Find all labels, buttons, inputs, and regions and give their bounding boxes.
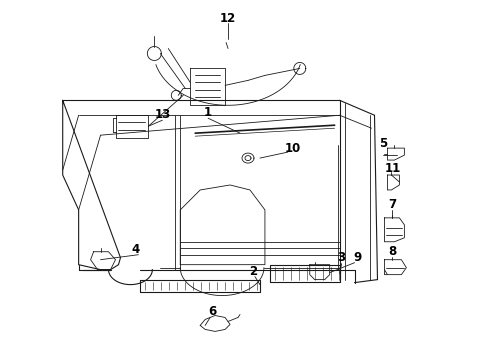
Text: 11: 11 [384, 162, 400, 175]
Text: 10: 10 [285, 141, 301, 155]
Text: 3: 3 [338, 251, 345, 264]
Text: 2: 2 [249, 265, 257, 278]
Text: 9: 9 [353, 251, 362, 264]
Text: 13: 13 [154, 108, 171, 121]
Text: 12: 12 [220, 12, 236, 25]
Text: 1: 1 [204, 106, 212, 119]
Text: 4: 4 [131, 243, 140, 256]
Text: 8: 8 [388, 245, 396, 258]
Text: 7: 7 [389, 198, 396, 211]
Text: 5: 5 [379, 137, 388, 150]
Text: 6: 6 [208, 305, 216, 318]
